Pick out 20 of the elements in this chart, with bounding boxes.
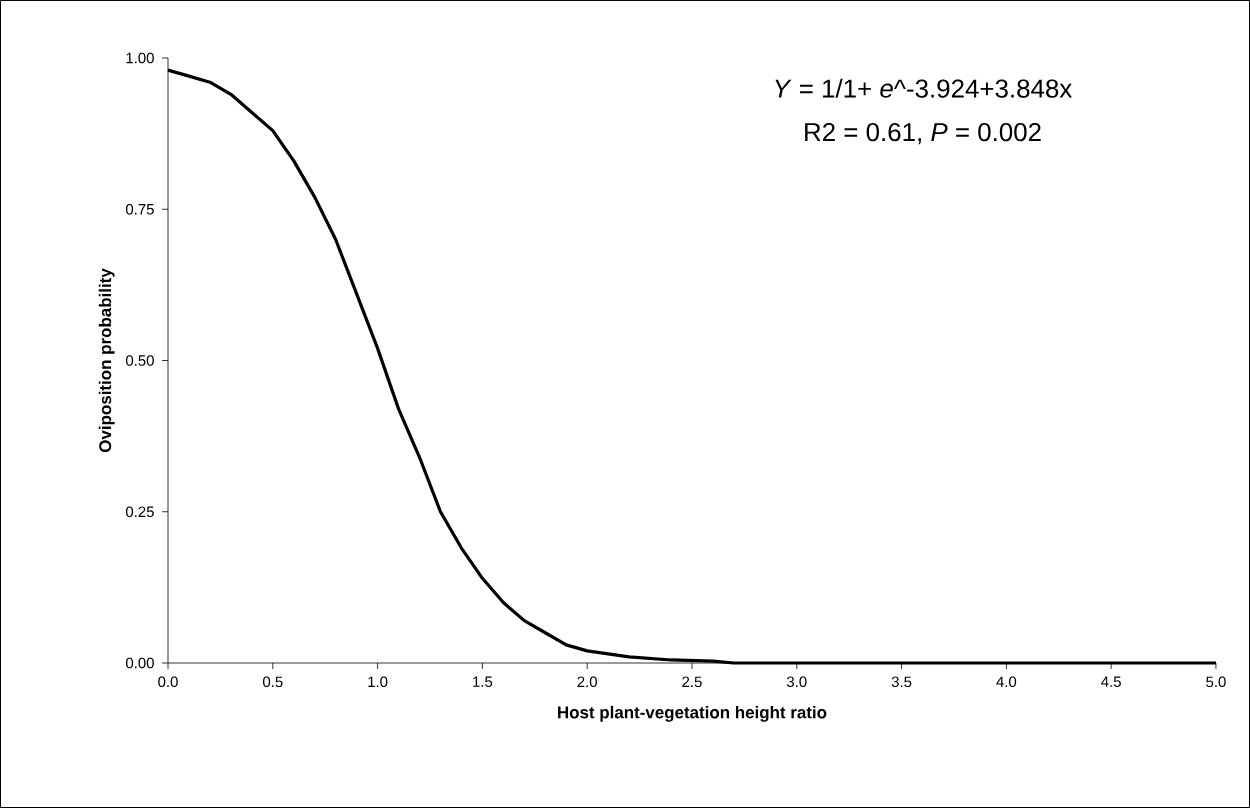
x-tick-label: 4.5 bbox=[1101, 676, 1121, 687]
annotation: Y = 1/1+ e^-3.924+3.848x bbox=[775, 78, 1073, 98]
x-tick-label: 3.0 bbox=[786, 676, 807, 688]
x-tick-label: 3.5 bbox=[891, 676, 912, 688]
y-tick-label: 0.75 bbox=[125, 203, 154, 215]
x-tick-label: 1.5 bbox=[473, 676, 493, 687]
x-axis-title: Host plant-vegetation height ratio bbox=[558, 705, 827, 722]
x-tick-label: 5.0 bbox=[1206, 676, 1226, 688]
y-tick-label: 0.50 bbox=[125, 355, 154, 366]
y-tick-label: 0.00 bbox=[125, 657, 154, 669]
annotation: R2 = 0.61, P = 0.002 bbox=[805, 122, 1041, 145]
y-tick-label: 0.25 bbox=[125, 506, 154, 518]
x-tick-label: 2.0 bbox=[577, 676, 597, 688]
y-tick-label: 1.00 bbox=[126, 52, 154, 64]
x-tick-label: 1.0 bbox=[368, 676, 388, 688]
x-tick-label: 0.5 bbox=[262, 676, 283, 688]
x-tick-label: 4.0 bbox=[996, 676, 1017, 688]
x-tick-label: 2.5 bbox=[682, 676, 702, 688]
x-tick-label: 0.0 bbox=[158, 676, 178, 688]
y-axis-title: Oviposition probability bbox=[98, 268, 115, 453]
